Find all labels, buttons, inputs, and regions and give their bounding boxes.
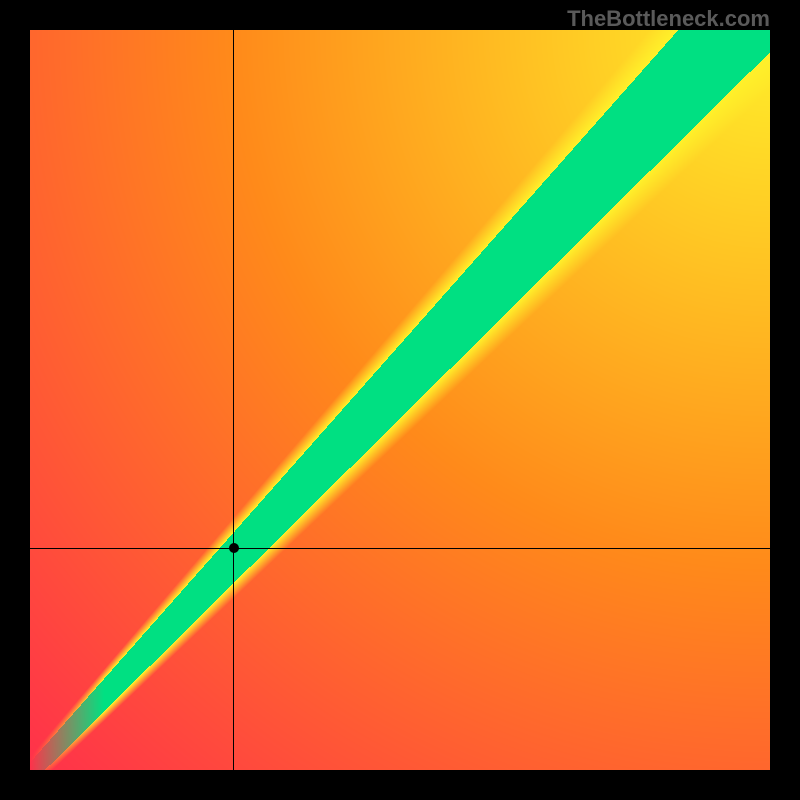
marker-dot: [229, 543, 239, 553]
crosshair-vertical: [233, 30, 234, 770]
watermark-text: TheBottleneck.com: [567, 6, 770, 32]
heatmap-canvas: [30, 30, 770, 770]
heatmap-plot: [30, 30, 770, 770]
crosshair-horizontal: [30, 548, 770, 549]
